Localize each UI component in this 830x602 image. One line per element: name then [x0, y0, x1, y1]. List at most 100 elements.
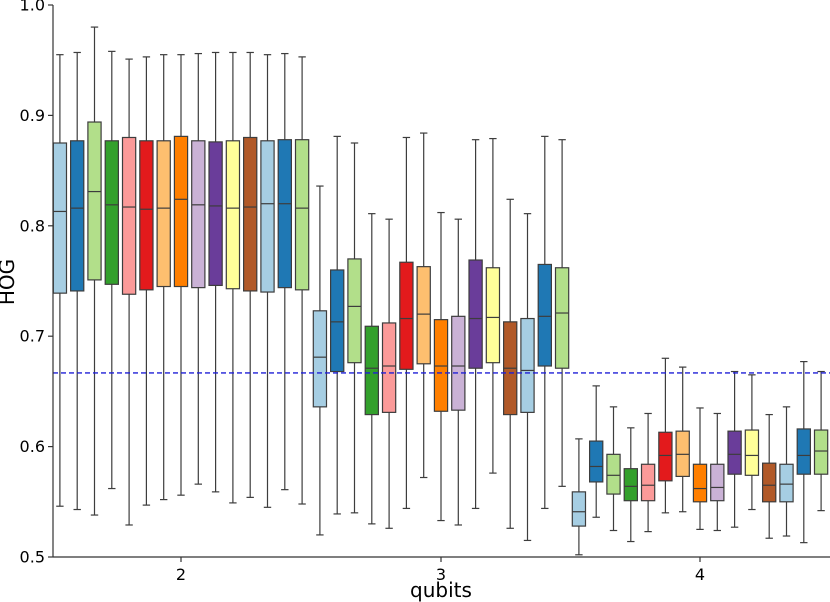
box-body [330, 269, 345, 373]
box-body [191, 140, 206, 289]
box-plot [727, 370, 742, 528]
box-plot [104, 50, 119, 490]
box-body [52, 142, 68, 294]
box-body [468, 259, 483, 369]
box-body [554, 267, 570, 369]
y-tick-label: 0.9 [20, 106, 45, 125]
box-plot [433, 211, 449, 522]
box-plot [675, 366, 690, 513]
x-tick-label: 3 [436, 565, 446, 584]
box-body [727, 430, 742, 475]
box-body [485, 267, 501, 364]
box-group-2 [52, 26, 310, 526]
box-plot [588, 385, 604, 518]
x-tick-label: 4 [695, 565, 705, 584]
y-tick-label: 0.8 [20, 216, 45, 235]
x-axis-label: qubits [410, 578, 472, 602]
box-body [208, 141, 223, 287]
box-plot [87, 26, 102, 516]
x-tick-label: 2 [176, 565, 186, 584]
box-plot [623, 427, 639, 543]
box-plot [69, 51, 85, 511]
box-plot [813, 370, 829, 512]
boxes-layer [52, 26, 829, 556]
y-axis-label: HOG [0, 259, 19, 305]
box-plot [537, 135, 553, 510]
box-body [658, 431, 673, 482]
box-body [243, 136, 258, 292]
box-plot [156, 54, 171, 501]
box-plot [796, 360, 812, 544]
box-plot [520, 213, 535, 542]
box-plot [451, 218, 466, 526]
box-plot [416, 132, 431, 479]
box-body [779, 463, 794, 503]
box-body [399, 261, 414, 370]
box-body [571, 491, 587, 527]
box-body [813, 429, 829, 475]
box-group-4 [571, 357, 829, 556]
box-body [294, 139, 310, 291]
box-body [537, 263, 553, 367]
box-plot [347, 142, 362, 514]
box-plot [606, 406, 621, 532]
box-body [710, 463, 725, 502]
y-tick-label: 0.6 [20, 437, 45, 456]
box-plot [277, 52, 293, 491]
box-body [692, 463, 708, 503]
box-plot [399, 136, 414, 510]
box-body [260, 140, 275, 293]
box-plot [381, 218, 397, 529]
y-tick-label: 1.0 [20, 0, 45, 15]
box-plot [312, 185, 328, 536]
box-plot [779, 406, 794, 537]
ticks-layer: 0.5 0.6 0.7 0.8 0.9 1.0 2 3 4 [20, 0, 706, 584]
box-plot [744, 374, 760, 511]
box-plot [330, 135, 345, 515]
box-body [87, 121, 102, 281]
box-body [416, 266, 431, 365]
box-body [744, 429, 760, 476]
box-body [640, 463, 656, 502]
box-plot [208, 51, 223, 493]
box-plot [260, 54, 275, 508]
box-plot [468, 139, 483, 510]
box-plot [571, 438, 587, 556]
y-tick-label: 0.5 [20, 548, 45, 567]
y-tick-label: 0.7 [20, 327, 45, 346]
box-body [796, 428, 812, 475]
box-plot [52, 54, 68, 507]
box-plot [294, 56, 310, 505]
box-plot [640, 412, 656, 533]
box-body [588, 440, 604, 483]
box-body [104, 140, 119, 285]
box-group-3 [312, 132, 570, 542]
box-plot [364, 213, 380, 525]
box-body [121, 136, 137, 295]
box-body [520, 317, 535, 413]
box-plot [173, 54, 189, 496]
box-plot [139, 56, 154, 506]
box-body [312, 310, 328, 408]
box-plot [710, 412, 725, 532]
box-body [364, 325, 380, 416]
box-body [139, 140, 154, 291]
box-body [277, 139, 293, 289]
box-body [225, 140, 241, 290]
box-body [606, 453, 621, 495]
box-plot [554, 139, 570, 487]
box-plot [191, 52, 206, 485]
box-plot [658, 357, 673, 514]
box-plot [121, 58, 137, 526]
box-body [623, 468, 639, 502]
box-body [69, 140, 85, 292]
box-body [761, 462, 777, 503]
box-body [381, 322, 397, 413]
box-plot [503, 198, 518, 529]
box-body [451, 315, 466, 411]
box-plot [485, 137, 501, 474]
box-plot [243, 51, 258, 498]
box-plot [761, 413, 777, 539]
box-plot [225, 51, 241, 504]
